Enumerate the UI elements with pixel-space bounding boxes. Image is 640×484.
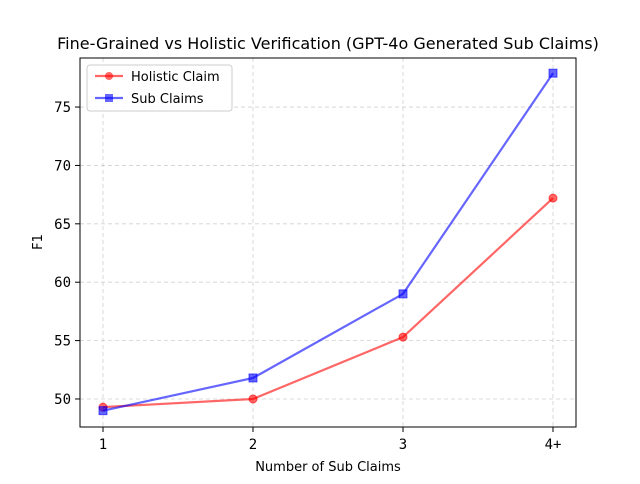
- y-tick-label: 70: [54, 158, 71, 174]
- data-point: [98, 406, 108, 416]
- legend-marker: [105, 94, 113, 102]
- series-line-2: [102, 72, 554, 412]
- grid: [80, 58, 576, 427]
- legend-label: Sub Claims: [131, 92, 204, 107]
- plot-frame: [79, 57, 577, 428]
- data-point: [248, 373, 258, 383]
- data-point: [398, 289, 408, 299]
- legend-marker: [105, 72, 113, 80]
- data-point: [548, 193, 558, 203]
- x-tick-label: 2: [249, 437, 257, 453]
- y-axis-label: F1: [31, 234, 46, 250]
- y-tick-label: 75: [54, 100, 71, 116]
- legend: Holistic Claim Sub Claims: [86, 64, 233, 112]
- x-tick-label: 1: [99, 437, 107, 453]
- y-tick-label: 55: [54, 334, 71, 350]
- x-axis-label: Number of Sub Claims: [255, 460, 401, 475]
- chart-title: Fine-Grained vs Holistic Verification (G…: [57, 34, 599, 53]
- y-tick-label: 50: [54, 392, 71, 408]
- legend-box: [86, 64, 233, 112]
- data-point: [248, 394, 258, 404]
- legend-label: Holistic Claim: [131, 70, 220, 85]
- x-tick-label: 3: [399, 437, 407, 453]
- y-tick-label: 60: [54, 275, 71, 291]
- x-tick-label: 4+: [545, 437, 562, 453]
- axes: 1 2 3 4+ 50 55 60 65 70 75: [54, 100, 561, 453]
- data-point: [548, 68, 558, 78]
- series-layer: [98, 68, 558, 416]
- data-point: [398, 332, 408, 342]
- y-tick-label: 65: [54, 217, 71, 233]
- series-line-1: [102, 197, 554, 409]
